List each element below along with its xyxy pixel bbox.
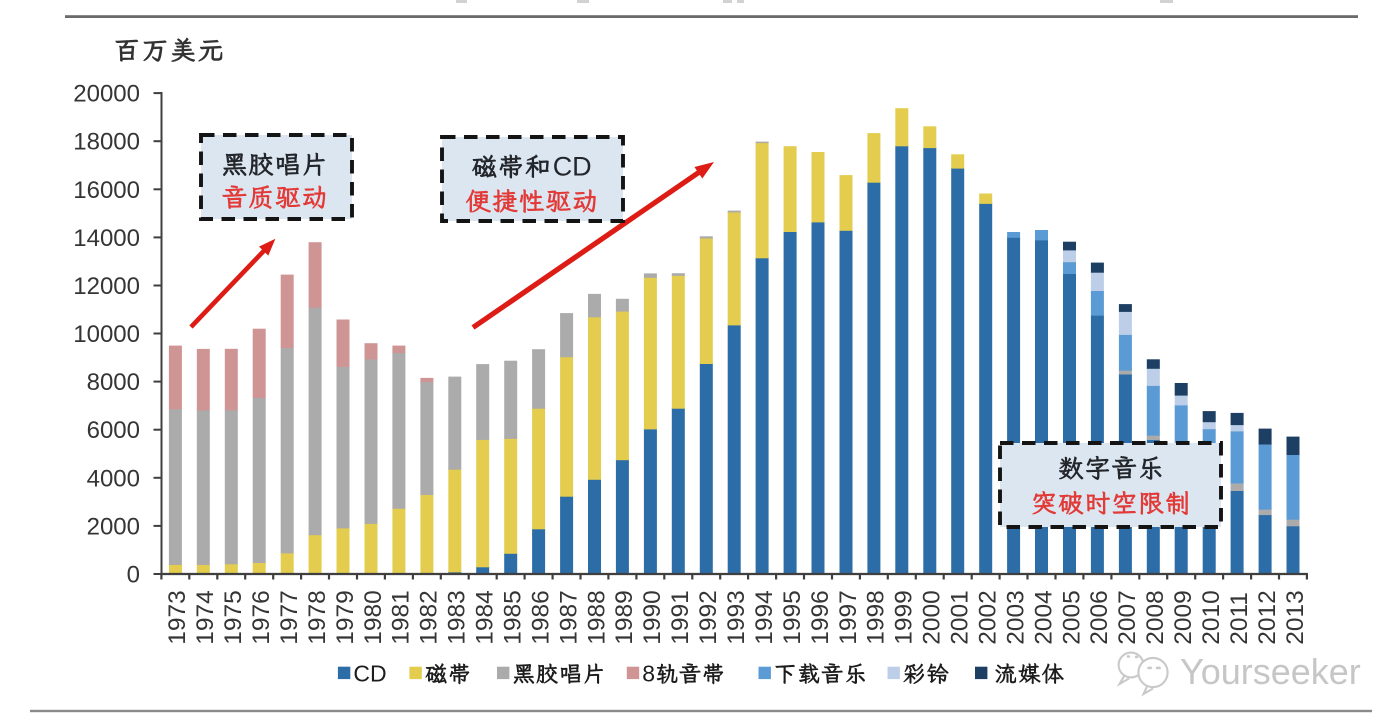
svg-text:2004: 2004 bbox=[1030, 590, 1057, 645]
svg-text:2011: 2011 bbox=[1226, 592, 1253, 645]
svg-text:1980: 1980 bbox=[360, 590, 387, 645]
svg-text:1978: 1978 bbox=[304, 590, 331, 645]
svg-text:1984: 1984 bbox=[472, 590, 499, 645]
svg-text:2012: 2012 bbox=[1254, 590, 1281, 645]
svg-text:1998: 1998 bbox=[863, 590, 890, 645]
svg-text:1979: 1979 bbox=[332, 590, 359, 645]
svg-text:2013: 2013 bbox=[1282, 590, 1309, 645]
svg-text:2001: 2001 bbox=[947, 590, 974, 645]
svg-text:1991: 1991 bbox=[667, 590, 694, 645]
svg-text:1989: 1989 bbox=[611, 590, 638, 645]
svg-text:1976: 1976 bbox=[248, 590, 275, 645]
svg-text:2005: 2005 bbox=[1058, 590, 1085, 645]
svg-text:4000: 4000 bbox=[87, 465, 140, 492]
svg-text:16000: 16000 bbox=[73, 177, 140, 204]
svg-text:1995: 1995 bbox=[779, 590, 806, 645]
svg-text:1996: 1996 bbox=[807, 590, 834, 645]
svg-text:8000: 8000 bbox=[87, 369, 140, 396]
svg-text:2007: 2007 bbox=[1114, 590, 1141, 645]
svg-text:Yourseeker: Yourseeker bbox=[1180, 651, 1361, 692]
svg-text:8: 8 bbox=[642, 661, 655, 687]
svg-text:1994: 1994 bbox=[751, 590, 778, 645]
svg-text:18000: 18000 bbox=[73, 129, 140, 156]
svg-text:1982: 1982 bbox=[416, 590, 443, 645]
svg-text:CD: CD bbox=[553, 152, 592, 182]
svg-text:2000: 2000 bbox=[919, 590, 946, 645]
svg-text:1992: 1992 bbox=[695, 590, 722, 645]
svg-text:14000: 14000 bbox=[73, 225, 140, 252]
svg-text:10000: 10000 bbox=[73, 321, 140, 348]
svg-text:2010: 2010 bbox=[1198, 590, 1225, 645]
svg-text:1997: 1997 bbox=[835, 590, 862, 645]
svg-text:1999: 1999 bbox=[891, 590, 918, 645]
svg-text:20000: 20000 bbox=[73, 81, 140, 108]
svg-text:2000: 2000 bbox=[87, 513, 140, 540]
svg-text:1974: 1974 bbox=[192, 590, 219, 645]
svg-text:1988: 1988 bbox=[583, 590, 610, 645]
svg-text:6000: 6000 bbox=[87, 417, 140, 444]
svg-text:1993: 1993 bbox=[723, 590, 750, 645]
svg-text:CD: CD bbox=[353, 661, 386, 687]
svg-text:1977: 1977 bbox=[276, 590, 303, 645]
svg-text:1985: 1985 bbox=[500, 590, 527, 645]
svg-text:1981: 1981 bbox=[388, 590, 415, 645]
svg-text:2008: 2008 bbox=[1142, 590, 1169, 645]
svg-text:12000: 12000 bbox=[73, 273, 140, 300]
svg-text:1990: 1990 bbox=[639, 590, 666, 645]
svg-text:2002: 2002 bbox=[975, 590, 1002, 645]
svg-text:1986: 1986 bbox=[527, 590, 554, 645]
svg-text:2006: 2006 bbox=[1086, 590, 1113, 645]
svg-text:1973: 1973 bbox=[164, 590, 191, 645]
svg-text:1987: 1987 bbox=[555, 590, 582, 645]
svg-text:1975: 1975 bbox=[220, 590, 247, 645]
svg-text:2009: 2009 bbox=[1170, 590, 1197, 645]
svg-text:1983: 1983 bbox=[444, 590, 471, 645]
svg-text:2003: 2003 bbox=[1002, 590, 1029, 645]
svg-text:0: 0 bbox=[127, 562, 140, 589]
